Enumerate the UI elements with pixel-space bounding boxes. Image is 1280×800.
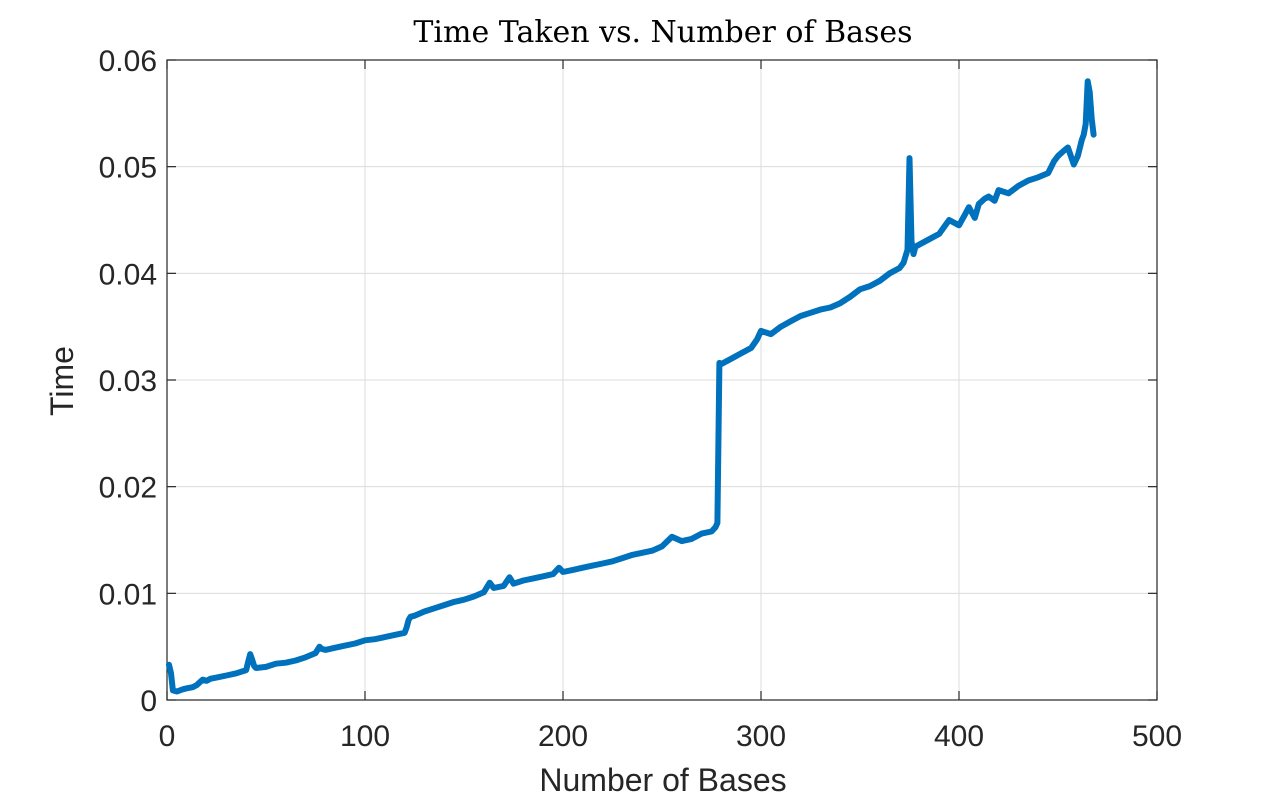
axis-ticks: 0 100 200 300 400 500 0 0.01 0.02 0.03 0.04 0.05 0.0… — [99, 45, 1182, 753]
x-tick-label: 200 — [538, 720, 588, 753]
y-axis-label: Time — [44, 346, 80, 416]
grid-lines — [167, 60, 1157, 700]
y-tick-label: 0.05 — [99, 152, 157, 185]
series-layer — [166, 78, 1097, 695]
x-tick-label: 300 — [736, 720, 786, 753]
y-tick-label: 0 — [140, 685, 157, 718]
y-tick-label: 0.02 — [99, 472, 157, 505]
chart-title: Time Taken vs. Number of Bases — [413, 15, 912, 50]
y-tick-label: 0.06 — [99, 45, 157, 78]
x-tick-label: 500 — [1132, 720, 1182, 753]
y-tick-label: 0.03 — [99, 365, 157, 398]
series-line — [166, 78, 1097, 695]
x-tick-label: 100 — [340, 720, 390, 753]
x-tick-label: 400 — [934, 720, 984, 753]
x-tick-label: 0 — [159, 720, 176, 753]
y-tick-label: 0.04 — [99, 258, 157, 291]
x-axis-label: Number of Bases — [539, 762, 786, 798]
y-tick-label: 0.01 — [99, 578, 157, 611]
